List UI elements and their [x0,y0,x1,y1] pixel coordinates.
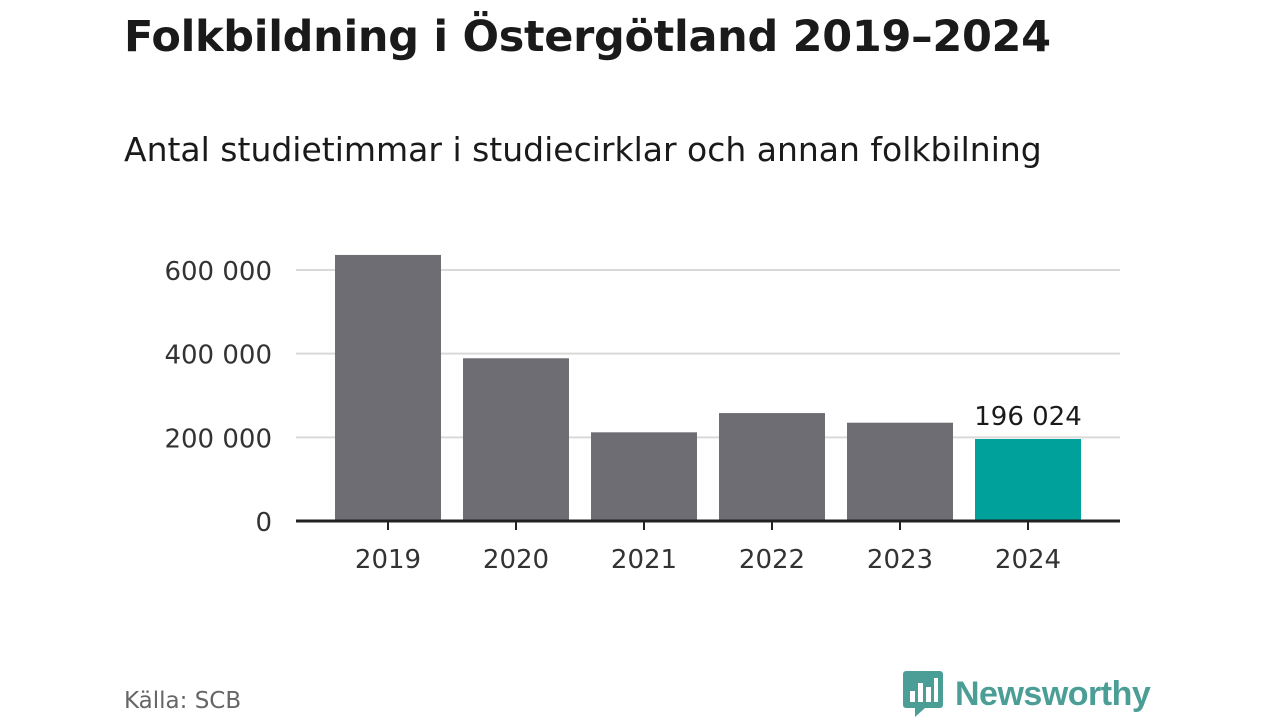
y-tick-label: 600 000 [164,257,272,287]
data-label: 196 024 [974,402,1082,432]
chart-subtitle: Antal studietimmar i studiecirklar och a… [124,130,1042,169]
y-tick-label: 200 000 [164,424,272,454]
bar [719,413,825,521]
x-tick-label: 2021 [611,545,677,575]
chart-title: Folkbildning i Östergötland 2019–2024 [124,12,1051,62]
bar [847,422,953,521]
bar [975,438,1081,521]
x-tick-label: 2020 [483,545,549,575]
x-tick-label: 2022 [739,545,805,575]
y-tick-label: 0 [255,508,272,538]
x-tick-label: 2019 [355,545,421,575]
newsworthy-logo-icon [903,671,943,717]
newsworthy-logo: Newsworthy [903,671,1151,717]
bar [335,254,441,521]
newsworthy-logo-text: Newsworthy [955,674,1151,713]
x-tick-label: 2023 [867,545,933,575]
source-note: Källa: SCB [124,688,242,714]
bar [591,432,697,521]
y-tick-label: 400 000 [164,341,272,371]
x-tick-label: 2024 [995,545,1061,575]
bar [463,358,569,521]
bar-chart: 0 200 000 400 000 600 000 2019 2020 2021 2022 20… [164,254,1120,575]
